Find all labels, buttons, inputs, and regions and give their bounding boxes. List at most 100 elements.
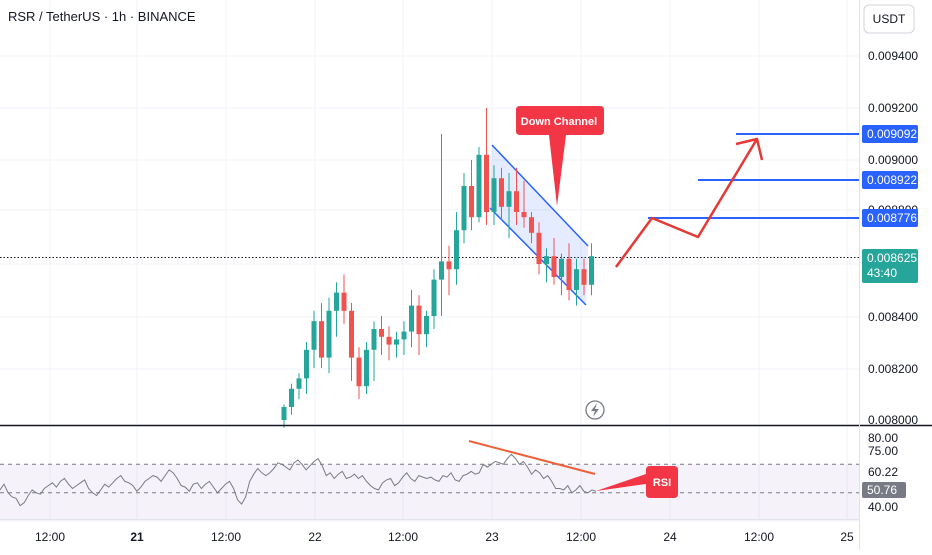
candle-body [281,407,287,420]
time-tick: 12:00 [35,530,65,544]
candle-body [454,230,459,270]
candle-body [484,154,489,212]
time-tick: 12:00 [744,530,774,544]
current-price-badge: 0.008625 43:40 [862,249,918,283]
rsi-tick: 80.00 [868,431,898,445]
price-tick: 0.008200 [868,362,918,376]
time-tick: 25 [840,530,854,544]
rsi-callout-bubble [596,466,678,498]
rsi-label: RSI [653,477,671,489]
time-tick: 22 [308,530,322,544]
candle-body [334,292,339,311]
channel-upper-line [491,144,589,247]
candle-body [349,310,354,358]
projection-arrowhead [735,137,764,161]
projection-path [614,138,759,268]
candle-body [416,305,422,335]
price-tick: 0.009400 [868,49,918,63]
current-price-bg [862,249,918,283]
candle-body [514,191,519,212]
candle-body [431,279,437,316]
candle-body [424,316,429,335]
rsi-current-bg [862,482,906,498]
currency-label: USDT [873,12,906,26]
candle-body [311,321,317,350]
price-tick: 0.008000 [868,413,918,427]
candle-body [401,331,407,340]
rsi-band [0,463,860,522]
currency-button[interactable]: USDT [863,4,915,34]
price-tick: 0.008400 [868,310,918,324]
candle-body [304,349,309,379]
candle-body [394,339,399,345]
candle-body [476,154,482,218]
down-channel-callout[interactable]: Down Channel [516,106,604,206]
candle-body [469,186,474,218]
level-badge-bg [862,171,918,189]
grid-lines [0,0,860,519]
candle-body [356,357,362,387]
down-channel-label: Down Channel [521,116,597,128]
target-levels [648,133,860,219]
candle-body [559,258,564,277]
candle-body [506,191,512,207]
callout-bubble [516,106,604,206]
lightning-icon[interactable] [585,400,605,420]
rsi-band-fill [0,464,860,522]
rsi-tick: 60.22 [868,465,898,479]
price-tick: 0.009000 [868,153,918,167]
time-tick: 12:00 [566,530,596,544]
candle-body [446,261,452,270]
candle-body [364,349,369,387]
rsi-current-badge: 50.76 [862,482,906,498]
rsi-divergence-line [468,440,596,475]
candle-body [589,256,594,285]
candle-body [289,388,294,407]
time-tick: 23 [485,530,499,544]
candle-body [521,212,527,218]
level-badge-bg [862,209,918,227]
current-price-label: 0.008625 [867,251,917,265]
candle-body [439,261,444,280]
time-tick: 24 [663,530,677,544]
rsi-indicator [0,440,597,507]
price-pane [0,0,860,424]
candle-body [551,256,557,277]
projection-arrows [614,137,764,268]
candle-body [319,321,324,358]
level-badge-label: 0.009092 [867,127,917,141]
level-badge: 0.008776 [862,209,918,227]
level-badge-label: 0.008776 [867,211,917,225]
candle-body [461,186,467,231]
candle-body [566,258,572,290]
candle-body [371,329,377,350]
candlesticks [281,108,594,428]
time-tick: 21 [130,530,144,544]
time-tick: 12:00 [211,530,241,544]
candle-body [386,336,392,345]
symbol-title[interactable]: RSR / TetherUS · 1h · BINANCE [8,9,196,24]
candle-body [499,178,504,207]
candle-body [341,292,347,311]
candle-body [491,178,497,212]
level-badge: 0.008922 [862,171,918,189]
level-badge: 0.009092 [862,125,918,143]
candle-body [574,269,579,290]
candle-body [409,305,414,332]
rsi-callout[interactable]: RSI [596,466,678,498]
countdown-label: 43:40 [867,266,897,280]
candle-body [379,329,384,337]
price-tick: 0.009200 [868,101,918,115]
level-badge-label: 0.008922 [867,173,917,187]
candle-body [544,256,549,264]
rsi-pane [0,427,860,519]
rsi-tick: 75.00 [868,444,898,458]
candle-body [326,310,332,358]
level-badge-bg [862,125,918,143]
candle-body [536,232,542,264]
time-tick: 12:00 [388,530,418,544]
rsi-tick: 40.00 [868,500,898,514]
rsi-line [0,453,597,507]
